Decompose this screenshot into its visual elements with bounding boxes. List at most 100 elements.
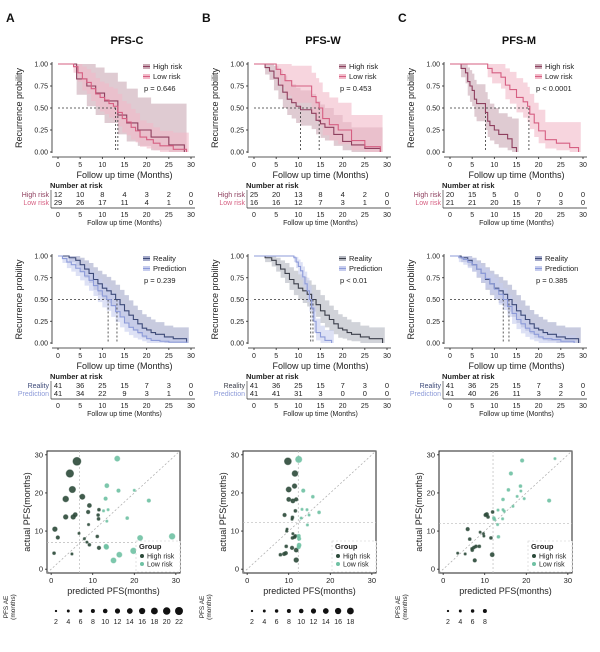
x-tick-label: 5: [470, 162, 474, 169]
risk-table-value: 25: [250, 190, 258, 199]
ci-band-high-risk: [450, 64, 519, 152]
legend-label: Prediction: [349, 264, 382, 273]
legend-label: High risk: [545, 62, 574, 71]
size-legend-label: 6: [471, 619, 475, 626]
legend-label: Reality: [153, 254, 176, 263]
size-legend-dot: [446, 609, 450, 613]
x-tick-label: 0: [252, 353, 256, 360]
y-tick-label: 30: [231, 450, 239, 459]
risk-table-tick-label: 25: [361, 212, 369, 219]
risk-table-value: 7: [537, 381, 541, 390]
x-tick-label: 5: [274, 162, 278, 169]
y-axis-label: actual PFS(months): [218, 472, 228, 552]
scatter-point-low-risk: [295, 455, 303, 464]
x-axis-label: predicted PFS(months): [67, 586, 160, 596]
y-tick-label: 0.75: [34, 275, 48, 282]
legend-label: Low risk: [153, 72, 181, 81]
x-tick-label: 0: [448, 162, 452, 169]
x-tick-label: 10: [89, 576, 97, 585]
size-legend-dot: [310, 608, 317, 614]
scatter-point-low-risk: [496, 508, 500, 512]
scatter-point-high-risk: [52, 526, 58, 532]
p-value: p = 0.239: [144, 276, 176, 285]
risk-table-heading: Number at risk: [50, 372, 103, 381]
risk-table-xlabel: Follow up time (Months): [283, 411, 358, 418]
y-tick-label: 0.50: [34, 297, 48, 304]
risk-table-value: 0: [363, 389, 367, 398]
x-tick-label: 5: [274, 353, 278, 360]
scatter-point-low-risk: [116, 488, 121, 493]
risk-table-value: 25: [294, 381, 302, 390]
scatter-point-low-risk: [495, 522, 500, 527]
scatter-point-high-risk: [467, 537, 472, 542]
km-curve-low-risk: [450, 63, 580, 152]
size-legend-label: 6: [79, 619, 83, 626]
y-tick-label: 30: [35, 450, 43, 459]
risk-table-tick-label: 0: [252, 212, 256, 219]
y-axis-label: Recurrence probility: [406, 259, 416, 340]
size-legend-label: 10: [297, 619, 305, 626]
size-legend-dot: [78, 609, 83, 613]
risk-table-tick-label: 25: [361, 403, 369, 410]
risk-table-value: 0: [581, 198, 585, 207]
risk-table-row-label: Prediction: [410, 391, 441, 398]
legend-label: High risk: [349, 62, 378, 71]
risk-table-row-label: High risk: [218, 192, 246, 199]
scatter-point-high-risk: [465, 526, 470, 532]
risk-table-tick-label: 30: [383, 212, 391, 219]
risk-table-value: 36: [272, 381, 280, 390]
risk-table-value: 0: [385, 381, 389, 390]
scatter-point-high-risk: [293, 508, 298, 513]
risk-table-row-label: Low risk: [219, 200, 245, 207]
risk-table-value: 3: [318, 389, 322, 398]
size-legend-label: 4: [262, 619, 266, 626]
risk-table-value: 2: [167, 190, 171, 199]
y-axis-label: Recurrence probility: [210, 67, 220, 148]
risk-table-value: 3: [537, 389, 541, 398]
size-legend-label: 14: [126, 619, 134, 626]
x-tick-label: 20: [143, 162, 151, 169]
group-legend-title: Group: [139, 542, 162, 551]
risk-table-value: 7: [318, 198, 322, 207]
scatter-point-high-risk: [489, 552, 495, 558]
scatter-point-low-risk: [518, 484, 523, 489]
risk-table-tick-label: 15: [317, 212, 325, 219]
y-tick-label: 0.50: [230, 297, 244, 304]
p-value: p = 0.453: [340, 84, 372, 93]
size-legend-label: 2: [250, 619, 254, 626]
scatter-point-high-risk: [486, 514, 491, 519]
risk-table-value: 4: [341, 190, 345, 199]
x-tick-label: 10: [490, 162, 498, 169]
p-value: p = 0.385: [536, 276, 568, 285]
x-axis-label: predicted PFS(months): [263, 586, 356, 596]
y-tick-label: 0.25: [34, 128, 48, 135]
y-tick-label: 0.25: [34, 319, 48, 326]
y-axis-label: Recurrence probility: [210, 259, 220, 340]
scatter-point-low-risk: [496, 534, 501, 539]
risk-table-value: 41: [446, 389, 454, 398]
scatter-point-high-risk: [488, 535, 493, 540]
scatter-point-high-risk: [95, 534, 100, 539]
y-axis-label: Recurrence probility: [14, 259, 24, 340]
risk-table-value: 3: [167, 381, 171, 390]
y-tick-label: 0.75: [34, 84, 48, 91]
panel-title: PFS-W: [305, 35, 341, 47]
risk-table-tick-label: 30: [187, 212, 195, 219]
risk-table-value: 7: [537, 198, 541, 207]
size-legend-dot: [286, 608, 291, 614]
risk-table-value: 17: [98, 198, 106, 207]
scatter-point-low-risk: [546, 498, 552, 503]
risk-table-xlabel: Follow up time (Months): [479, 220, 554, 227]
scatter-point-high-risk: [70, 514, 76, 520]
risk-table-tick-label: 25: [165, 403, 173, 410]
x-tick-label: 30: [383, 162, 391, 169]
y-tick-label: 0: [235, 565, 239, 574]
risk-table-value: 21: [468, 198, 476, 207]
km-curve-prediction: [254, 255, 333, 343]
scatter-point-high-risk: [282, 512, 287, 518]
ci-band-prediction: [58, 256, 189, 343]
y-tick-label: 10: [427, 527, 435, 536]
scatter-point-low-risk: [101, 509, 106, 513]
scatter-point-low-risk: [300, 507, 304, 512]
risk-table-tick-label: 15: [513, 212, 521, 219]
